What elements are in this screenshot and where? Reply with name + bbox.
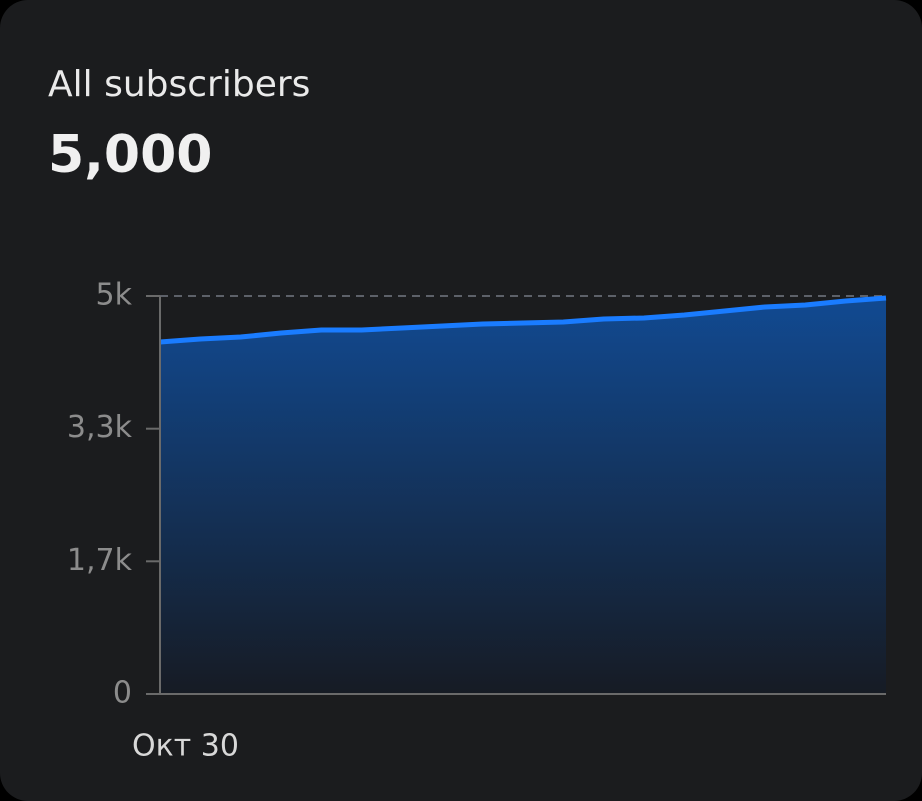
area (160, 297, 886, 694)
y-tick-label: 3,3k (67, 410, 133, 445)
x-tick-label: Окт 30 (132, 729, 239, 764)
total-value: 5,000 (48, 125, 212, 185)
y-tick-label: 1,7k (67, 543, 133, 578)
line (159, 295, 887, 345)
y-tick-label: 0 (113, 676, 132, 711)
y-tick-label: 5k (96, 278, 133, 313)
card-title: All subscribers (48, 64, 310, 105)
